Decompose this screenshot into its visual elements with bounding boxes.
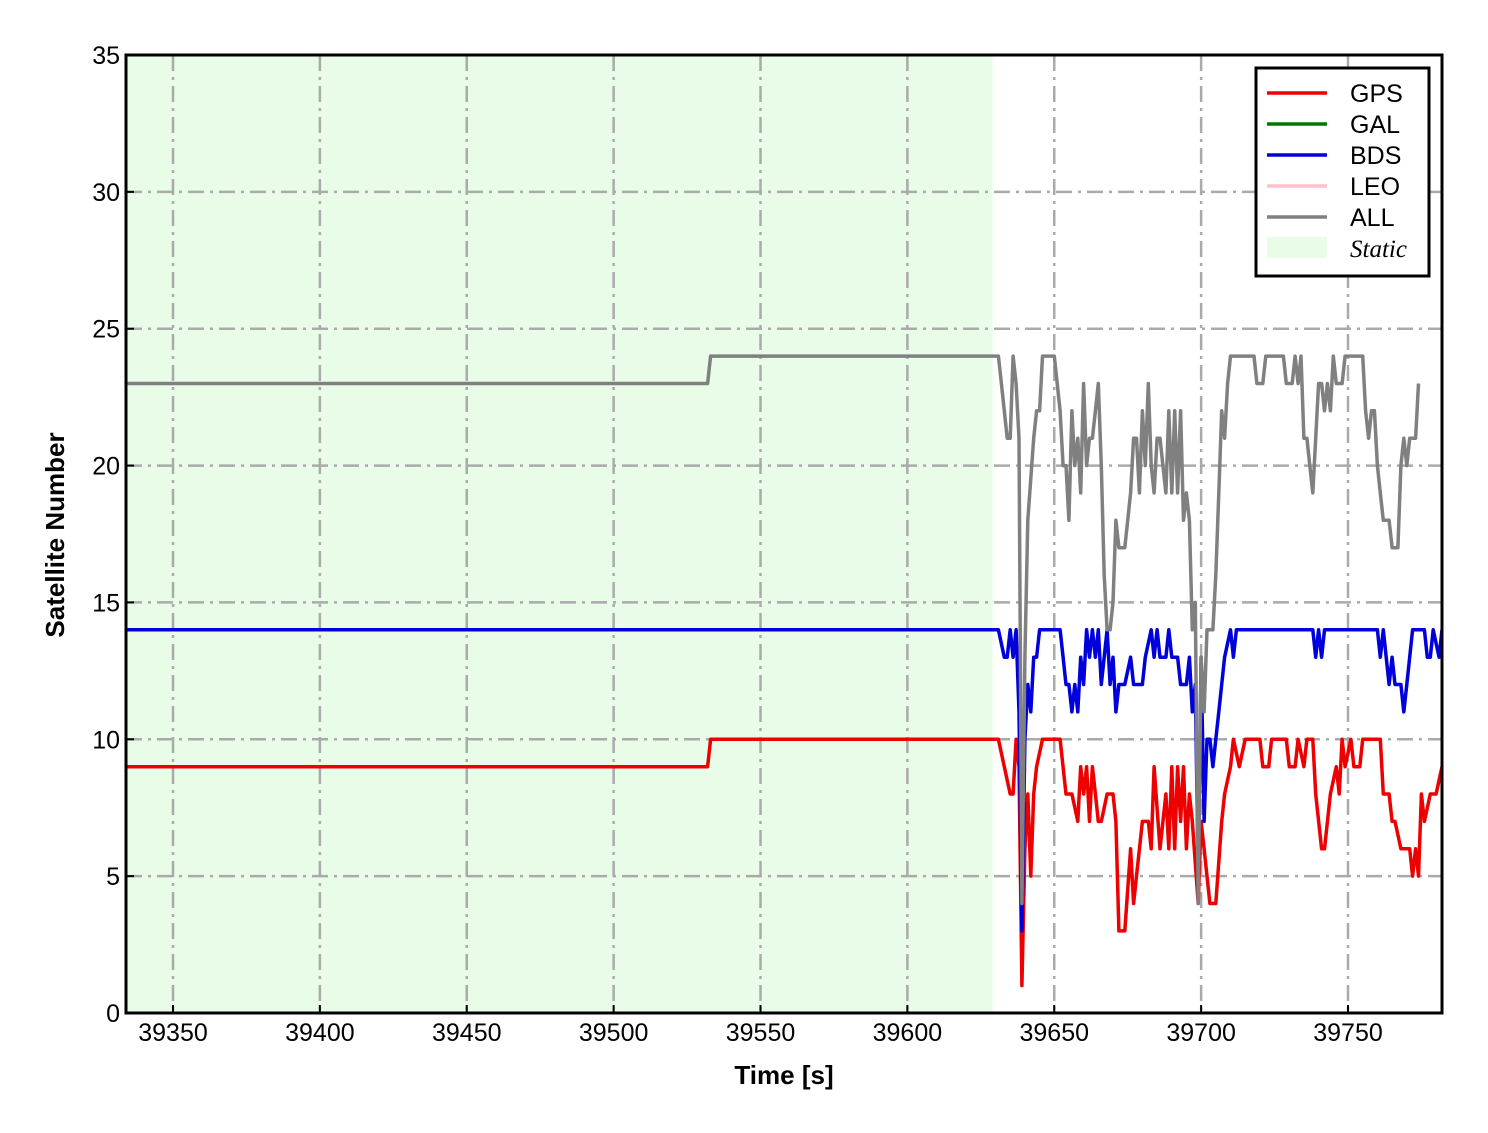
plot-frame — [124, 53, 1444, 1015]
series-line-all — [126, 354, 1421, 906]
y-tick-label: 30 — [92, 179, 120, 207]
y-tick-label: 5 — [106, 863, 120, 891]
x-tick-label: 39500 — [579, 1019, 649, 1047]
static-region-layer — [126, 55, 993, 1013]
legend-label-leo: LEO — [1350, 173, 1400, 201]
legend-label-gal: GAL — [1350, 111, 1400, 139]
x-tick-label: 39550 — [726, 1019, 796, 1047]
x-tick-label: 39750 — [1313, 1019, 1383, 1047]
x-axis-title: Time [s] — [734, 1060, 833, 1090]
x-tick-label: 39400 — [285, 1019, 355, 1047]
y-axis-title: Satellite Number — [40, 432, 70, 637]
x-tick-label: 39450 — [432, 1019, 502, 1047]
x-tick-label: 39650 — [1019, 1019, 1089, 1047]
legend-label-bds: BDS — [1350, 142, 1401, 170]
legend-label-static: Static — [1350, 236, 1407, 263]
legend-label-gps: GPS — [1350, 80, 1403, 108]
y-tick-label: 25 — [92, 316, 120, 344]
x-tick-label: 39350 — [138, 1019, 208, 1047]
x-tick-label: 39600 — [873, 1019, 943, 1047]
static-region — [126, 55, 993, 1013]
y-tick-label: 15 — [92, 589, 120, 617]
grid-layer — [126, 55, 1442, 1013]
y-tick-label: 0 — [106, 1000, 120, 1028]
legend: GPS GAL BDS LEO ALL Static — [1254, 66, 1431, 278]
series-line-gps — [126, 737, 1442, 988]
y-tick-label: 10 — [92, 726, 120, 754]
legend-label-all: ALL — [1350, 204, 1395, 232]
series-line-bds — [126, 628, 1442, 933]
tick-layer: 39350 39400 39450 39500 39550 39600 39650 39700… — [92, 42, 1383, 1047]
y-tick-label: 20 — [92, 453, 120, 481]
series-layer — [126, 354, 1442, 988]
y-tick-label: 35 — [92, 42, 120, 70]
legend-entries: GPS GAL BDS LEO ALL — [1267, 80, 1403, 232]
legend-static-swatch — [1267, 237, 1327, 258]
x-tick-label: 39700 — [1166, 1019, 1236, 1047]
